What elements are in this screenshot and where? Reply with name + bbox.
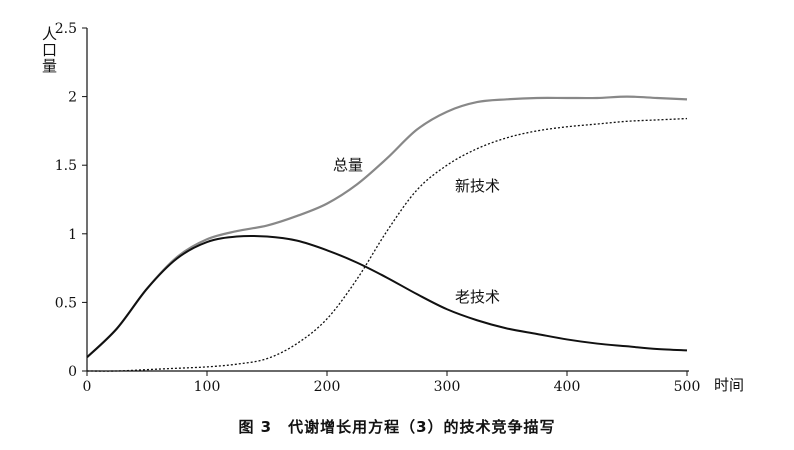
y-tick-label: 0.5 bbox=[55, 295, 77, 311]
x-axis-title: 时间 bbox=[714, 376, 744, 394]
ticks: 0 100 200 300 400 500 0 0.5 1 1.5 2 2.5 bbox=[55, 21, 701, 395]
series-label-new: 新技术 bbox=[455, 177, 500, 195]
x-tick-label: 200 bbox=[314, 379, 341, 395]
y-tick-label: 2 bbox=[68, 90, 77, 106]
y-tick-label: 2.5 bbox=[55, 21, 77, 37]
series-line-old-tech bbox=[86, 234, 688, 359]
x-tick-label: 400 bbox=[554, 379, 581, 395]
series-label-old: 老技术 bbox=[455, 288, 500, 306]
x-tick-label: 500 bbox=[674, 379, 701, 395]
x-tick-label: 300 bbox=[434, 379, 461, 395]
x-tick-label: 0 bbox=[83, 379, 92, 395]
chart: 0 100 200 300 400 500 0 0.5 1 1.5 2 2.5 人 口 量 时间 总量… bbox=[42, 21, 744, 395]
y-tick-label: 1 bbox=[68, 227, 77, 243]
axes bbox=[86, 28, 689, 372]
figure-caption: 图 3 代谢增长用方程（3）的技术竞争描写 bbox=[238, 418, 556, 436]
series-line-new-tech bbox=[86, 117, 688, 372]
y-axis-title-2: 口 bbox=[42, 41, 57, 59]
x-tick-label: 100 bbox=[194, 379, 221, 395]
y-tick-label: 0 bbox=[68, 364, 77, 380]
series-label-total: 总量 bbox=[333, 156, 363, 174]
series-group bbox=[86, 95, 688, 372]
y-axis-title-3: 量 bbox=[42, 57, 57, 75]
y-tick-label: 1.5 bbox=[55, 158, 77, 174]
y-axis-title-1: 人 bbox=[42, 25, 57, 43]
series-line-total bbox=[86, 95, 688, 359]
